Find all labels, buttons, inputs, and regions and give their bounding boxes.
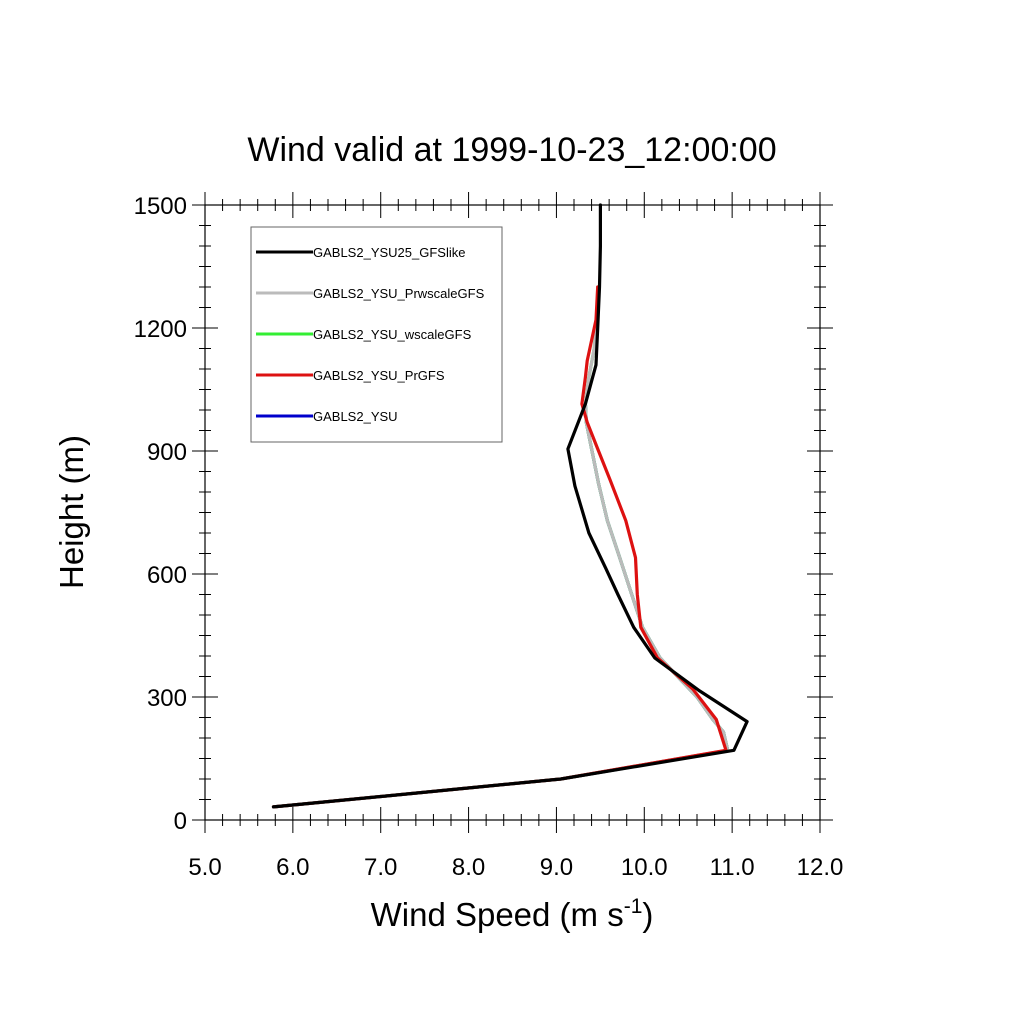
x-tick-label: 6.0 [276, 854, 309, 881]
legend-label: GABLS2_YSU [313, 409, 398, 424]
y-axis-title: Height (m) [53, 435, 90, 589]
series-line-GABLS2_YSU [271, 402, 730, 809]
legend-label: GABLS2_YSU_PrwscaleGFS [313, 286, 485, 301]
y-tick-label: 1500 [134, 193, 187, 220]
x-tick-label: 8.0 [452, 854, 485, 881]
chart-title: Wind valid at 1999-10-23_12:00:00 [247, 131, 776, 169]
x-axis-title-superscript: -1 [624, 895, 643, 918]
y-tick-label: 1200 [134, 316, 187, 343]
y-tick-label: 900 [147, 439, 187, 466]
y-tick-label: 600 [147, 562, 187, 589]
plot-area: 5.0 6.0 7.0 8.0 9.0 10.0 11.0 12.0 0 300 600 900 120… [134, 192, 844, 881]
series-line-GABLS2_YSU25_GFSlike [271, 203, 749, 809]
series-lines [271, 203, 749, 809]
legend: GABLS2_YSU25_GFSlike GABLS2_YSU_PrwscaleG… [250, 226, 503, 443]
x-axis-title-suffix: ) [642, 896, 653, 933]
y-tick-label: 300 [147, 685, 187, 712]
legend-label: GABLS2_YSU_PrGFS [313, 368, 445, 383]
legend-label: GABLS2_YSU25_GFSlike [313, 245, 465, 260]
series-line-GABLS2_YSU_PrGFS [271, 285, 728, 809]
x-tick-label: 9.0 [540, 854, 573, 881]
plot-frame [204, 204, 821, 821]
x-tick-label: 10.0 [621, 854, 668, 881]
legend-label: GABLS2_YSU_wscaleGFS [313, 327, 472, 342]
x-tick-label: 12.0 [797, 854, 844, 881]
y-tick-label: 0 [174, 808, 187, 835]
x-tick-label: 11.0 [710, 854, 755, 881]
x-axis-title: Wind Speed (m s-1) [371, 895, 654, 933]
x-axis-title-main: Wind Speed (m s [371, 896, 624, 933]
x-tick-label: 5.0 [188, 854, 221, 881]
x-tick-label: 7.0 [364, 854, 397, 881]
series-line-GABLS2_YSU_PrwscaleGFS [271, 285, 730, 809]
